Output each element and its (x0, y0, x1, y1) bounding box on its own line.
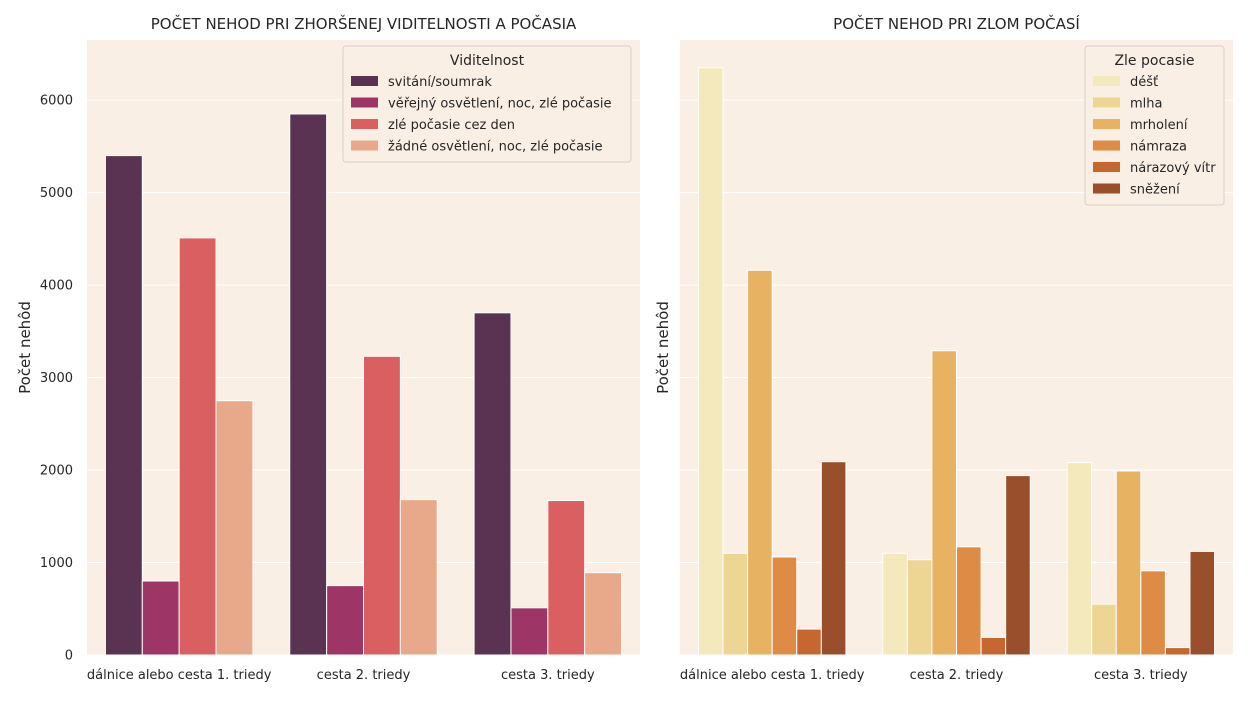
bar-1-2 (882, 552, 908, 656)
bar-4-2 (956, 546, 982, 656)
x-tick-label: dálnice alebo cesta 1. triedy (680, 668, 865, 683)
y-tick-label: 2000 (40, 464, 73, 479)
legend-title: Zle pocasie (1114, 53, 1194, 69)
legend-label: věřejný osvětlení, noc, zlé počasie (388, 97, 612, 112)
y-tick-label: 1000 (40, 556, 73, 571)
legend-label: déšť (1130, 75, 1158, 90)
legend-swatch (1093, 97, 1120, 108)
legend-label: žádné osvětlení, noc, zlé počasie (388, 140, 603, 155)
legend: Viditelnost svitání/soumrak věřejný osvětl… (342, 45, 632, 163)
bar-2-2 (326, 585, 364, 656)
bar-1-3 (1066, 462, 1093, 656)
legend-label: zlé počasie cez den (388, 118, 515, 133)
bar-2-1 (722, 552, 749, 656)
bar-5-3 (1164, 647, 1191, 656)
y-tick-label: 0 (65, 649, 73, 664)
x-tick-label: dálnice alebo cesta 1. triedy (87, 668, 272, 683)
y-tick-label: 6000 (40, 94, 73, 109)
bar-1-3 (473, 312, 512, 656)
bar-4-1 (771, 556, 798, 656)
legend-label: sněžení (1130, 183, 1180, 198)
bar-2-2 (906, 559, 933, 656)
bar-3-3 (547, 500, 586, 656)
y-tick-label: 5000 (40, 186, 73, 201)
legend-title: Viditelnost (450, 53, 525, 69)
bar-4-2 (399, 499, 438, 656)
bar-1-2 (289, 113, 328, 656)
legend-box (342, 45, 632, 163)
y-axis-label: Počet nehôd (654, 301, 672, 394)
bar-5-1 (796, 628, 822, 656)
legend-swatch (351, 140, 378, 151)
legend-swatch (1093, 162, 1120, 172)
legend-label: mlha (1130, 97, 1162, 112)
bar-3-1 (747, 269, 773, 656)
legend-label: námraza (1130, 140, 1187, 155)
chart-panel-2: dálnice alebo cesta 1. triedy cesta 2. tr… (654, 14, 1233, 683)
bar-2-3 (1091, 603, 1117, 656)
chart-panel-1: 0 1000 2000 3000 4000 5000 6000 dálnice alebo c… (16, 14, 640, 683)
legend-swatch (351, 119, 378, 129)
x-tick-label: cesta 3. triedy (1094, 668, 1188, 683)
x-tick-label: cesta 2. triedy (317, 668, 411, 683)
bar-1-1 (104, 155, 143, 656)
chart-title: POČET NEHOD PRI ZLOM POČASÍ (833, 14, 1080, 33)
chart-title: POČET NEHOD PRI ZHORŠENEJ VIDITELNOSTI A… (151, 14, 577, 33)
bar-3-2 (931, 350, 958, 656)
bar-2-1 (141, 580, 180, 656)
y-axis-label: Počet nehôd (16, 301, 34, 394)
legend-swatch (1093, 119, 1120, 129)
bar-5-2 (980, 636, 1007, 656)
bar-3-3 (1115, 470, 1142, 656)
bar-4-3 (1140, 570, 1166, 656)
legend-swatch (351, 97, 378, 108)
bar-4-1 (215, 400, 254, 656)
bar-4-3 (584, 572, 623, 656)
y-tick-label: 3000 (40, 371, 73, 386)
bar-3-2 (363, 355, 401, 656)
legend: Zle pocasie déšť mlha mrholení námraza nárazo… (1084, 45, 1225, 206)
bar-1-1 (697, 67, 724, 656)
bar-3-1 (178, 237, 217, 656)
x-tick-label: cesta 2. triedy (910, 668, 1004, 683)
bar-6-3 (1189, 550, 1216, 656)
bar-6-1 (820, 461, 847, 656)
legend-swatch (351, 76, 378, 86)
bar-2-3 (510, 607, 549, 656)
legend-label: nárazový vítr (1130, 161, 1216, 176)
x-tick-label: cesta 3. triedy (501, 668, 595, 683)
legend-swatch (1093, 140, 1120, 151)
legend-swatch (1093, 183, 1120, 194)
legend-label: svitání/soumrak (388, 75, 492, 90)
bar-6-2 (1005, 475, 1031, 656)
y-tick-label: 4000 (40, 279, 73, 294)
legend-swatch (1093, 76, 1120, 86)
legend-label: mrholení (1130, 118, 1188, 133)
